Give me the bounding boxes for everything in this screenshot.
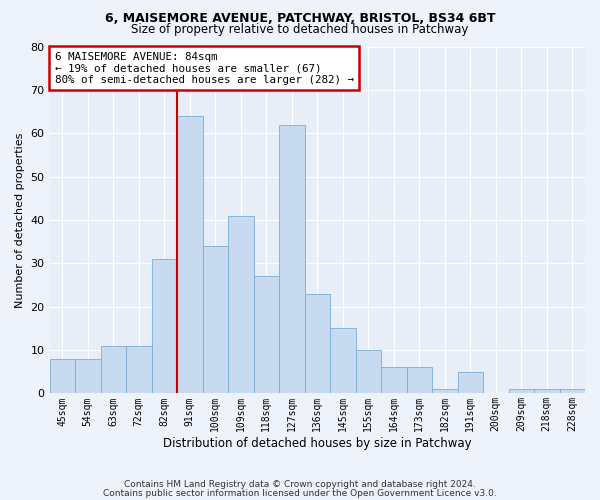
- Bar: [381, 368, 407, 394]
- Text: Contains public sector information licensed under the Open Government Licence v3: Contains public sector information licen…: [103, 489, 497, 498]
- Text: 6, MAISEMORE AVENUE, PATCHWAY, BRISTOL, BS34 6BT: 6, MAISEMORE AVENUE, PATCHWAY, BRISTOL, …: [105, 12, 495, 26]
- X-axis label: Distribution of detached houses by size in Patchway: Distribution of detached houses by size …: [163, 437, 472, 450]
- Bar: [152, 259, 177, 394]
- Bar: [177, 116, 203, 394]
- Bar: [50, 358, 75, 394]
- Bar: [305, 294, 330, 394]
- Bar: [407, 368, 432, 394]
- Text: 6 MAISEMORE AVENUE: 84sqm
← 19% of detached houses are smaller (67)
80% of semi-: 6 MAISEMORE AVENUE: 84sqm ← 19% of detac…: [55, 52, 354, 85]
- Bar: [203, 246, 228, 394]
- Bar: [432, 389, 458, 394]
- Bar: [126, 346, 152, 394]
- Bar: [75, 358, 101, 394]
- Text: Size of property relative to detached houses in Patchway: Size of property relative to detached ho…: [131, 22, 469, 36]
- Bar: [458, 372, 483, 394]
- Bar: [509, 389, 534, 394]
- Bar: [534, 389, 560, 394]
- Text: Contains HM Land Registry data © Crown copyright and database right 2024.: Contains HM Land Registry data © Crown c…: [124, 480, 476, 489]
- Bar: [254, 276, 279, 394]
- Bar: [279, 124, 305, 394]
- Y-axis label: Number of detached properties: Number of detached properties: [15, 132, 25, 308]
- Bar: [560, 389, 585, 394]
- Bar: [101, 346, 126, 394]
- Bar: [228, 216, 254, 394]
- Bar: [356, 350, 381, 394]
- Bar: [330, 328, 356, 394]
